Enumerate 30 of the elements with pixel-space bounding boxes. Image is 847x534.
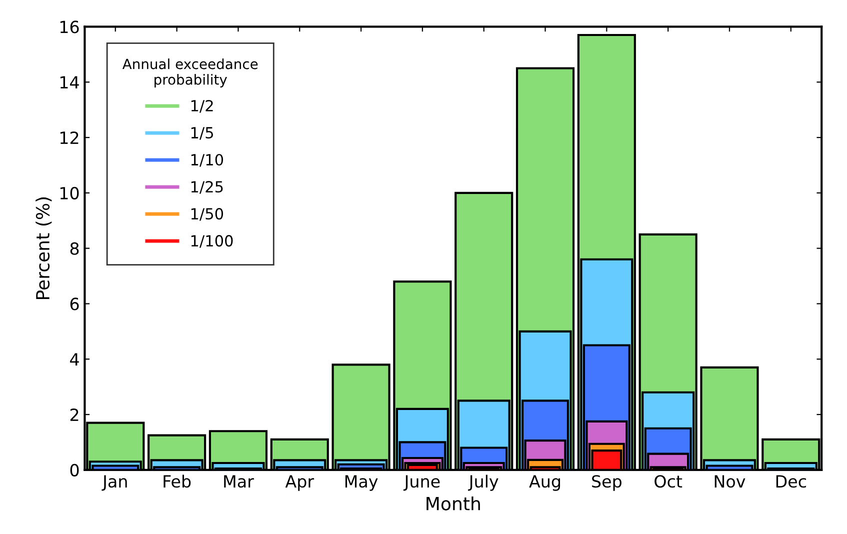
y-tick-label: 8 (70, 242, 79, 255)
legend-label: 1/5 (191, 127, 213, 140)
x-tick-label: June (403, 475, 440, 491)
legend-label: 1/10 (191, 154, 224, 167)
y-tick-label: 2 (70, 408, 78, 421)
y-tick-label: 16 (60, 20, 79, 34)
x-tick-label: Sep (592, 475, 622, 491)
x-tick-label: Jan (102, 475, 127, 491)
y-tick-label: 0 (70, 464, 79, 476)
y-tick-label: 6 (70, 298, 79, 310)
x-tick-label: July (468, 474, 498, 491)
y-axis-title: Percent (%) (36, 197, 52, 299)
x-tick-label: Oct (654, 475, 682, 488)
x-tick-label: Aug (529, 475, 560, 491)
legend-label: 1/50 (191, 208, 224, 221)
legend-label: 1/100 (191, 235, 233, 248)
legend-label: 1/25 (191, 180, 223, 194)
x-tick-label: Nov (714, 475, 746, 488)
y-tick-label: 12 (60, 131, 78, 144)
x-tick-label: Dec (776, 475, 806, 488)
x-tick-label: May (345, 475, 378, 491)
legend-label: 1/2 (191, 100, 213, 113)
legend-title: Annual exceedance probability (122, 58, 258, 88)
y-tick-label: 10 (60, 186, 79, 200)
x-tick-label: Feb (164, 474, 191, 488)
x-tick-label: Mar (224, 475, 254, 488)
x-axis-title: Month (426, 496, 480, 510)
y-tick-label: 14 (60, 76, 79, 88)
x-tick-label: Apr (285, 475, 314, 491)
y-tick-label: 4 (70, 353, 79, 366)
